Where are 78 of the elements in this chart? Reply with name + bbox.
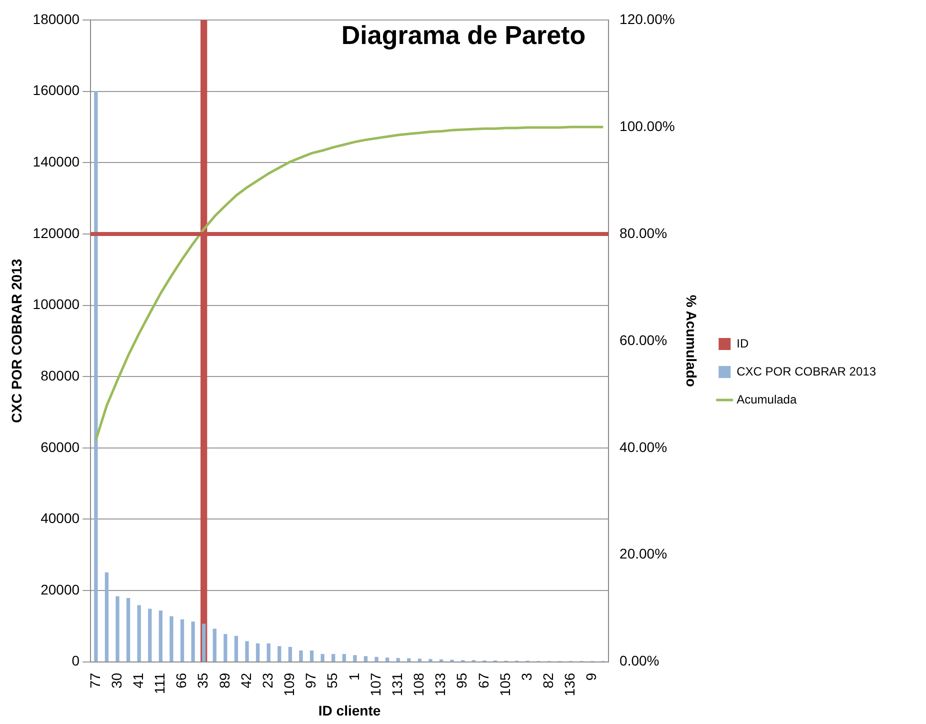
bar: [224, 634, 228, 662]
x-tick-label: 23: [259, 672, 276, 688]
bar: [191, 622, 195, 662]
bar: [278, 646, 282, 662]
x-tick-label: 67: [475, 672, 492, 688]
x-tick-label: 109: [281, 672, 298, 696]
bar: [288, 646, 292, 662]
bar: [94, 90, 98, 662]
legend-label: Acumulada: [736, 392, 797, 406]
x-tick-label: 41: [130, 672, 146, 688]
bar: [245, 641, 249, 662]
bar: [158, 610, 162, 662]
y-tick-label: 180000: [32, 10, 80, 27]
bar: [212, 628, 216, 662]
bar: [385, 658, 390, 662]
x-tick-label: 131: [388, 672, 405, 696]
y-tick-label: 40000: [40, 510, 80, 526]
y-tick-label: 60000: [40, 438, 80, 455]
y2-tick-label: 80.00%: [620, 224, 668, 241]
y2-tick-label: 60.00%: [620, 332, 668, 348]
y2-tick-label: 0.00%: [620, 652, 660, 669]
x-tick-label: 55: [324, 672, 340, 688]
bar: [428, 659, 432, 662]
y2-axis-title: % Acumulado: [683, 294, 700, 387]
x-tick-label: 42: [238, 672, 254, 688]
y-tick-label: 20000: [40, 581, 80, 598]
x-tick-label: 35: [194, 672, 211, 688]
chart-title: Diagrama de Pareto: [341, 20, 586, 50]
bar: [126, 598, 130, 662]
bar: [320, 654, 324, 662]
x-tick-label: 105: [496, 672, 513, 696]
bar: [374, 656, 378, 662]
x-tick-label: 3: [518, 672, 534, 681]
y-tick-label: 100000: [32, 296, 80, 312]
x-tick-label: 111: [152, 672, 168, 694]
x-axis-title: ID cliente: [318, 702, 381, 718]
y-tick-label: 0: [72, 652, 80, 669]
bar: [266, 643, 270, 662]
x-tick-label: 82: [540, 672, 556, 688]
bar: [256, 643, 260, 662]
bar: [180, 619, 184, 662]
x-tick-label: 1: [346, 672, 362, 681]
x-tick-label: 97: [302, 672, 319, 688]
bar: [342, 654, 346, 662]
bar: [104, 572, 109, 662]
bar: [299, 650, 303, 662]
x-tick-label: 95: [454, 672, 470, 688]
x-tick-label: 133: [432, 672, 448, 696]
bar: [418, 658, 422, 662]
legend-label: CXC POR COBRAR 2013: [736, 364, 876, 378]
y2-tick-label: 40.00%: [620, 438, 668, 455]
y2-tick-label: 20.00%: [620, 546, 668, 562]
x-tick-label: 66: [173, 672, 190, 688]
bar: [332, 654, 336, 662]
x-tick-label: 108: [410, 672, 427, 696]
x-tick-label: 77: [86, 672, 103, 688]
x-tick-label: 107: [367, 672, 384, 696]
y-tick-label: 80000: [40, 367, 80, 384]
y-tick-label: 120000: [32, 224, 80, 241]
y-axis-title: CXC POR COBRAR 2013: [8, 258, 24, 423]
bar: [170, 616, 174, 662]
y2-tick-label: 100.00%: [620, 118, 675, 134]
bar: [148, 608, 152, 662]
bar: [137, 605, 141, 662]
bar: [353, 655, 357, 662]
bar: [202, 624, 206, 662]
y-tick-label: 160000: [32, 82, 80, 98]
x-tick-label: 9: [583, 672, 600, 681]
bar: [310, 650, 314, 662]
x-tick-label: 30: [108, 672, 124, 688]
bar: [234, 636, 238, 662]
legend-label: ID: [736, 336, 749, 350]
bar: [364, 656, 368, 662]
y-tick-label: 140000: [32, 153, 80, 170]
bar: [116, 596, 120, 662]
x-tick-label: 136: [562, 672, 578, 696]
y2-tick-label: 120.00%: [620, 10, 675, 27]
x-tick-label: 89: [216, 672, 232, 688]
